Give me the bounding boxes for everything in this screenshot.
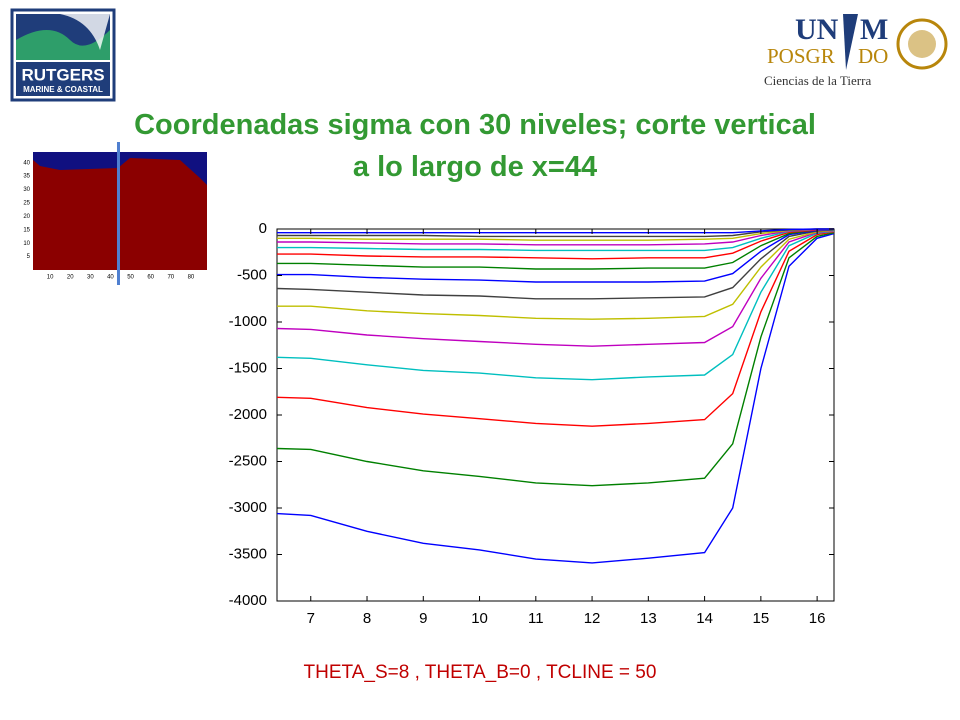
y-tick-label: 25: [23, 201, 30, 207]
y-tick-label: 20: [23, 214, 30, 220]
y-tick-label: 30: [23, 187, 30, 193]
y-tick-label: 10: [23, 241, 30, 247]
x-tick-label: 16: [809, 610, 826, 627]
series-line: [277, 228, 834, 234]
y-tick-label: -4000: [229, 592, 267, 609]
x-tick-label: 60: [147, 275, 154, 281]
y-tick-label: 40: [23, 160, 30, 166]
series-line: [277, 228, 835, 246]
x-tick-label: 7: [307, 610, 315, 627]
y-tick-label: 15: [23, 227, 30, 233]
x-tick-label: 15: [753, 610, 770, 627]
logo-subtext: Ciencias de la Tierra: [764, 73, 871, 88]
series-line: [277, 228, 834, 241]
x-tick-label: 30: [87, 275, 94, 281]
plot-area: [276, 228, 835, 602]
logo-text: UN: [795, 13, 839, 46]
series-line: [276, 232, 835, 487]
y-tick-label: -3000: [229, 499, 267, 516]
series-line: [277, 229, 835, 320]
logo-text: RUTGERS: [21, 65, 104, 84]
x-tick-label: 9: [419, 610, 427, 627]
series-line: [276, 230, 835, 347]
x-tick-label: 70: [167, 275, 174, 281]
series-line: [276, 231, 835, 427]
series-line: [277, 228, 834, 252]
y-tick-label: 5: [27, 254, 31, 260]
y-tick-label: -2500: [229, 452, 267, 469]
chart-title: Coordenadas sigma con 30 niveles; corte …: [134, 109, 816, 183]
x-tick-label: 8: [363, 610, 371, 627]
x-tick-label: 13: [640, 610, 657, 627]
y-tick-label: -3500: [229, 545, 267, 562]
y-tick-label: -500: [237, 266, 267, 283]
logo-text: POSGR: [767, 44, 835, 68]
x-tick-label: 10: [47, 275, 54, 281]
x-tick-label: 50: [127, 275, 134, 281]
x-tick-label: 14: [696, 610, 713, 627]
x-tick-label: 11: [528, 610, 544, 627]
x-tick-label: 80: [188, 275, 195, 281]
x-tick-label: 40: [107, 275, 114, 281]
x-tick-label: 10: [471, 610, 488, 627]
y-tick-label: 0: [259, 220, 267, 237]
series-line: [276, 229, 835, 300]
logo-subtext: MARINE & COASTAL: [23, 85, 103, 94]
footer-note: THETA_S=8 , THETA_B=0 , TCLINE = 50: [303, 662, 657, 683]
y-tick-label: -1000: [229, 313, 267, 330]
rutgers-logo: RUTGERS MARINE & COASTAL: [10, 8, 116, 102]
logo-text: DO: [858, 44, 888, 68]
map-top: [33, 152, 207, 185]
series-line: [276, 232, 835, 564]
series-line: [276, 230, 835, 381]
y-tick-label: -1500: [229, 359, 267, 376]
map-field: [33, 152, 207, 270]
x-tick-label: 20: [67, 275, 74, 281]
series-line: [277, 228, 835, 270]
series-line: [277, 229, 835, 283]
y-tick-label: -2000: [229, 406, 267, 423]
series-line: [277, 228, 835, 260]
logo-text: M: [860, 13, 888, 46]
unam-logo: UN M POSGR DO Ciencias de la Tierra: [764, 13, 948, 88]
y-tick-label: 35: [23, 174, 30, 180]
x-tick-label: 12: [584, 610, 601, 627]
